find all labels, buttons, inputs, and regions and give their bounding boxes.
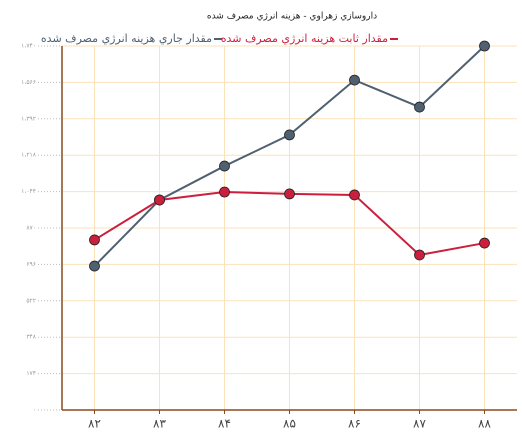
point (414, 249, 425, 261)
chart-title: داروسازي زهراوي - هزينه انرژي مصرف شده (207, 12, 377, 22)
x-tick-label: ۸۶ (348, 417, 361, 431)
y-tick-label: ۱،۰۴۴ (21, 188, 36, 195)
legend-label: مقدار ثابت هزينه انرژي مصرف شده (221, 32, 388, 45)
y-tick-label: ۶۹۶ (26, 261, 36, 268)
y-tick-label: ۵۲۲ (26, 297, 36, 304)
point (479, 40, 490, 52)
point (414, 101, 425, 113)
point (89, 260, 100, 272)
x-tick-label: ۸۵ (283, 417, 296, 431)
y-tick-label: ۱،۵۶۶ (21, 79, 36, 86)
y-tick-label: ۱،۲۱۸ (21, 152, 37, 159)
point (284, 188, 295, 200)
point (479, 237, 490, 249)
point (219, 186, 230, 198)
point (219, 160, 230, 172)
x-tick-label: ۸۴ (218, 417, 231, 431)
legend-label: مقدار جاري هزينه انرژي مصرف شده (41, 32, 212, 45)
x-tick-label: ۸۲ (88, 417, 101, 431)
point (349, 189, 360, 201)
x-tick-label: ۸۷ (413, 417, 426, 431)
x-tick-label: ۸۸ (478, 417, 491, 431)
point (154, 194, 165, 206)
y-tick-label: ۳۴۸ (26, 334, 36, 341)
y-tick-label: ۰ (33, 407, 36, 414)
y-tick-label: ۱،۷۴۰ (21, 43, 36, 50)
point (349, 74, 360, 86)
point (284, 129, 295, 141)
y-tick-label: ۸۷۰ (26, 225, 36, 232)
y-tick-label: ۱،۳۹۲ (21, 115, 36, 122)
x-tick-label: ۸۳ (153, 417, 166, 431)
point (89, 234, 100, 246)
y-tick-label: ۱۷۴ (26, 370, 36, 377)
